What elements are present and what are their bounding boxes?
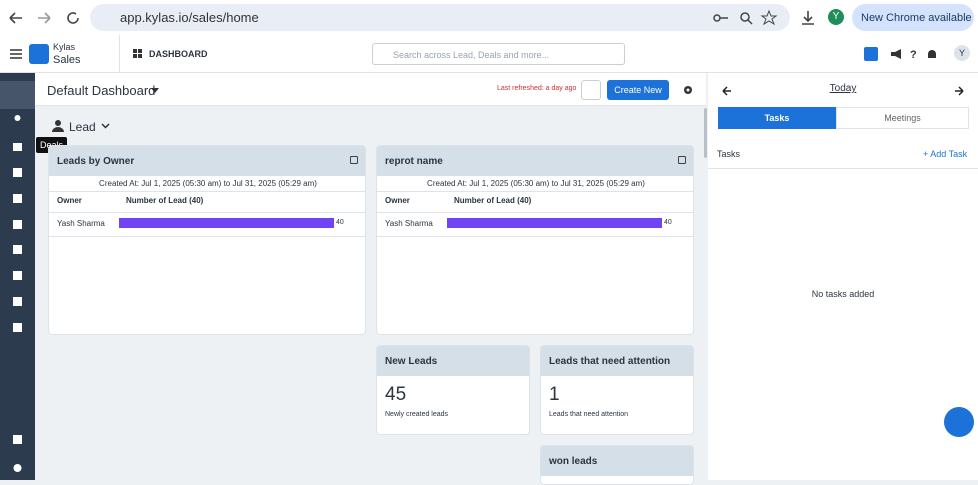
divider bbox=[377, 191, 693, 192]
profile[interactable]: Y bbox=[828, 9, 844, 25]
brand-small: Kylas bbox=[53, 42, 76, 52]
kpi-value: 1 bbox=[549, 384, 560, 405]
chat-button[interactable] bbox=[944, 407, 974, 437]
entity[interactable]: Lead bbox=[69, 120, 96, 134]
right-panel: Today Tasks Meetings Tasks + Add Task No… bbox=[708, 73, 978, 480]
last-refreshed: Last refreshed: a day ago bbox=[497, 85, 577, 92]
column-header: Owner bbox=[57, 196, 82, 205]
brand: Sales bbox=[53, 54, 81, 66]
tab-active[interactable]: Tasks bbox=[718, 107, 836, 129]
url[interactable]: app.kylas.io/sales/home bbox=[120, 10, 259, 25]
row-divider bbox=[377, 212, 693, 213]
column-header: Number of Lead (40) bbox=[126, 196, 204, 205]
divider bbox=[708, 168, 978, 169]
widget: Leads by Owner Created At: Jul 1, 2025 (0… bbox=[48, 145, 366, 335]
dashboard-title[interactable]: Default Dashboard bbox=[47, 83, 156, 98]
kpi-caption: Newly created leads bbox=[385, 411, 449, 418]
widget-menu[interactable] bbox=[350, 156, 358, 164]
tab[interactable]: Meetings bbox=[836, 107, 969, 129]
created-at: Created At: Jul 1, 2025 (05:30 am) to Ju… bbox=[99, 179, 317, 188]
sidebar-active[interactable] bbox=[0, 81, 35, 109]
bar-label: 40 bbox=[664, 219, 672, 226]
prev[interactable] bbox=[722, 86, 732, 96]
widget-menu[interactable] bbox=[678, 156, 686, 164]
url-bar[interactable] bbox=[90, 4, 790, 31]
row-divider bbox=[49, 212, 365, 213]
row-divider bbox=[377, 236, 693, 237]
bar bbox=[447, 218, 662, 228]
kpi-title: New Leads bbox=[377, 346, 529, 376]
add-button[interactable] bbox=[864, 47, 878, 61]
create-button[interactable]: Create New bbox=[607, 80, 669, 100]
divider bbox=[119, 35, 120, 73]
owner: Yash Sharma bbox=[385, 219, 433, 228]
settings-icon[interactable] bbox=[683, 85, 693, 95]
kpi-title: Leads that need attention bbox=[541, 346, 693, 376]
kpi-caption: Leads that need attention bbox=[549, 411, 629, 418]
scrollbar bbox=[704, 108, 707, 158]
search[interactable]: Search across Lead, Deals and more... bbox=[372, 43, 625, 65]
caret[interactable] bbox=[151, 88, 159, 93]
bar bbox=[119, 218, 334, 228]
browser-bar: app.kylas.io/sales/home Y New Chrome ava… bbox=[0, 0, 978, 35]
chrome-update-text[interactable]: New Chrome available bbox=[861, 12, 972, 24]
sidebar-icons[interactable] bbox=[0, 73, 35, 480]
add-task[interactable]: + Add Task bbox=[923, 149, 968, 159]
menu-icon[interactable] bbox=[10, 48, 22, 60]
header-icons[interactable]: ? bbox=[890, 47, 945, 61]
column-header: Number of Lead (40) bbox=[454, 196, 532, 205]
created-at: Created At: Jul 1, 2025 (05:30 am) to Ju… bbox=[427, 179, 645, 188]
chrome-update[interactable]: New Chrome available bbox=[852, 4, 974, 31]
row-divider bbox=[49, 236, 365, 237]
section: DASHBOARD bbox=[149, 49, 208, 59]
divider bbox=[49, 191, 365, 192]
kpi-card: won leads bbox=[540, 445, 694, 485]
column-header: Owner bbox=[385, 196, 410, 205]
widget-header: Leads by Owner bbox=[49, 146, 365, 176]
bar-label: 40 bbox=[336, 219, 344, 226]
widget-header: reprot name bbox=[377, 146, 693, 176]
owner: Yash Sharma bbox=[57, 219, 105, 228]
panel-heading: Tasks bbox=[717, 149, 741, 159]
app-header: Kylas Sales DASHBOARD Search across Lead… bbox=[0, 35, 978, 73]
entity-caret[interactable] bbox=[101, 123, 110, 129]
svg-text:?: ? bbox=[910, 49, 917, 61]
nav-icons bbox=[9, 12, 79, 24]
entity-icon bbox=[52, 120, 64, 132]
dashboard-header: Default Dashboard Last refreshed: a day … bbox=[35, 73, 706, 106]
refresh-button[interactable] bbox=[581, 80, 601, 100]
url-icons bbox=[713, 9, 778, 26]
kpi-card: New Leads 45 Newly created leads bbox=[376, 345, 530, 435]
empty-state: No tasks added bbox=[811, 289, 875, 299]
date[interactable]: Today bbox=[829, 83, 857, 94]
download-icon[interactable] bbox=[800, 9, 816, 27]
kpi-value: 45 bbox=[385, 384, 407, 405]
search-placeholder[interactable]: Search across Lead, Deals and more... bbox=[393, 50, 550, 60]
sidebar bbox=[0, 73, 35, 480]
kpi-title: won leads bbox=[541, 446, 693, 476]
dashboard-icon bbox=[133, 49, 142, 58]
widget: reprot name Created At: Jul 1, 2025 (05:3… bbox=[376, 145, 694, 335]
avatar[interactable]: Y bbox=[954, 45, 970, 61]
logo bbox=[29, 44, 49, 64]
kpi-card: Leads that need attention 1 Leads that nee… bbox=[540, 345, 694, 435]
next[interactable] bbox=[954, 86, 964, 96]
